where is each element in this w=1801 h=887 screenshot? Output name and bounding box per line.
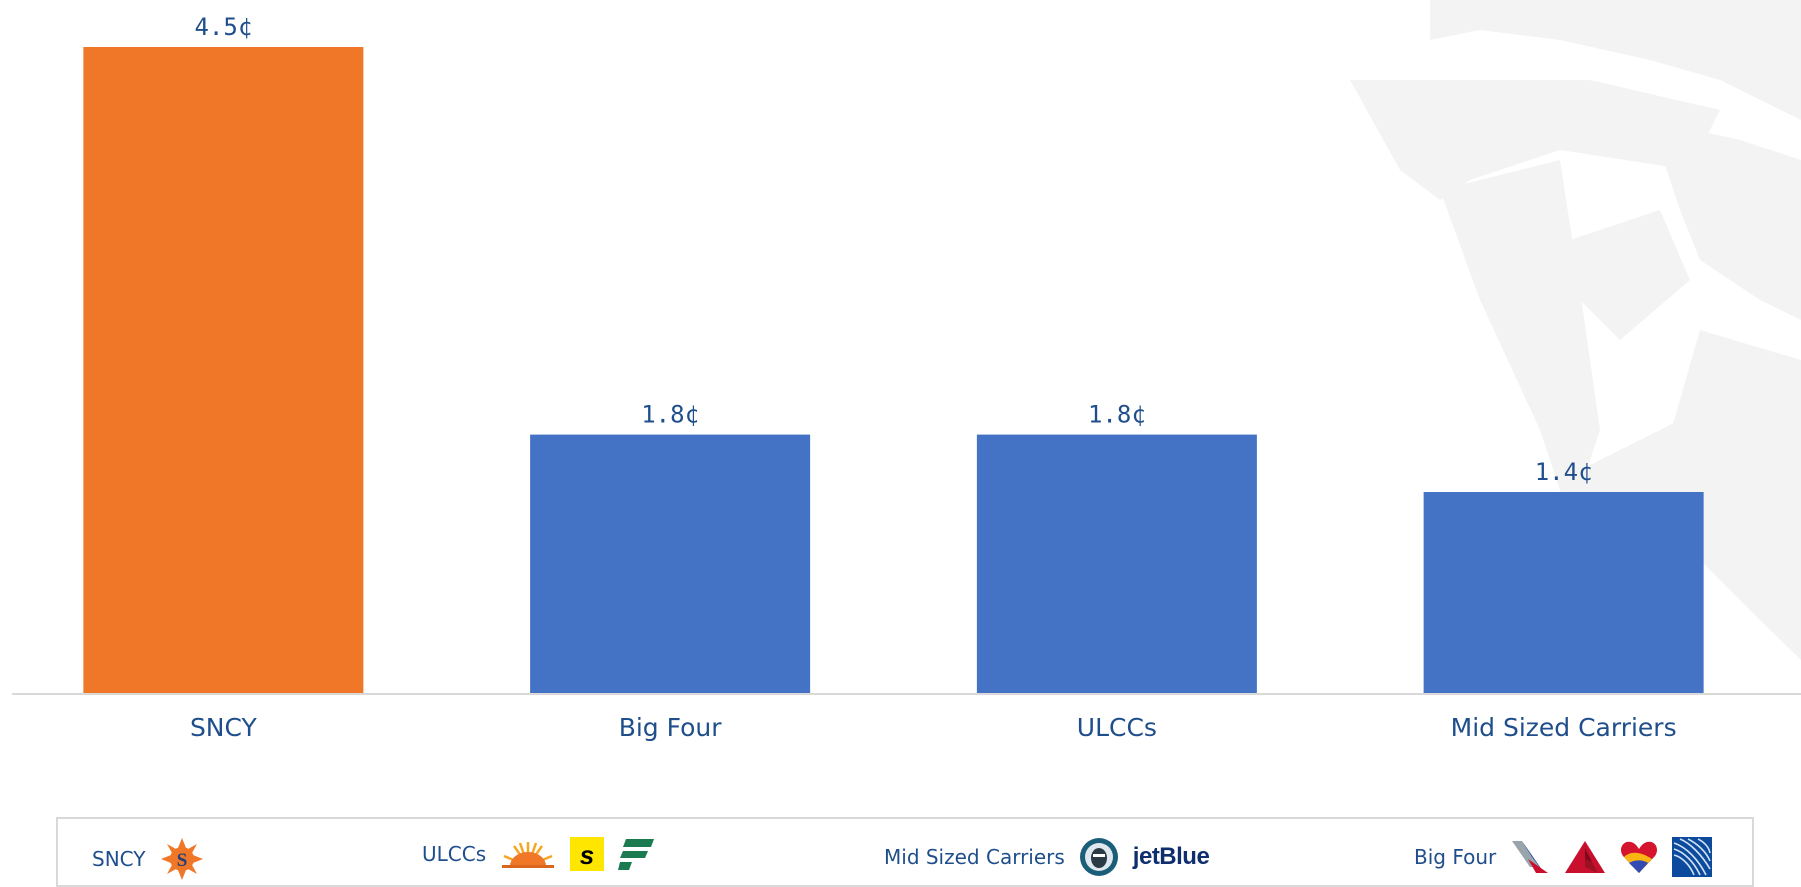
svg-text:S: S [176, 850, 187, 871]
data-label-ulccs: 1.8¢ [1088, 401, 1146, 429]
american-logo-icon [1510, 839, 1550, 875]
southwest-logo-icon [1620, 839, 1658, 875]
spirit-logo-icon: s [570, 837, 604, 871]
frontier-logo-icon [618, 837, 654, 871]
legend-group-sncy: SNCY S [92, 837, 204, 881]
united-logo-icon [1672, 837, 1712, 877]
bar-ulccs [977, 435, 1257, 693]
bar-sncy [83, 47, 363, 693]
legend-label-big-four: Big Four [1414, 845, 1496, 869]
carrier-legend: SNCY S ULCCs [56, 817, 1754, 887]
data-label-mid-sized-carriers: 1.4¢ [1535, 458, 1593, 486]
legend-group-ulccs: ULCCs s [422, 837, 654, 871]
frontier-sun-logo-icon [500, 838, 556, 870]
delta-logo-icon [1564, 840, 1606, 874]
data-label-big-four: 1.8¢ [641, 401, 699, 429]
legend-group-big-four: Big Four [1414, 837, 1712, 877]
category-label-big-four: Big Four [619, 713, 723, 742]
category-label-sncy: SNCY [190, 713, 258, 742]
bar-mid-sized-carriers [1424, 492, 1704, 693]
legend-label-sncy: SNCY [92, 847, 146, 871]
category-label-mid-sized-carriers: Mid Sized Carriers [1451, 713, 1677, 742]
jetblue-logo-icon: jetBlue [1133, 843, 1210, 871]
category-label-ulccs: ULCCs [1077, 713, 1157, 742]
sun-country-logo-icon: S [160, 837, 204, 881]
legend-label-mid-sized: Mid Sized Carriers [884, 845, 1065, 869]
svg-text:s: s [580, 840, 594, 870]
legend-label-ulccs: ULCCs [422, 842, 486, 866]
data-label-sncy: 4.5¢ [194, 13, 252, 41]
bar-big-four [530, 435, 810, 693]
alaska-logo-icon [1079, 837, 1119, 877]
legend-group-mid-sized: Mid Sized Carriers jetBlue [884, 837, 1209, 877]
